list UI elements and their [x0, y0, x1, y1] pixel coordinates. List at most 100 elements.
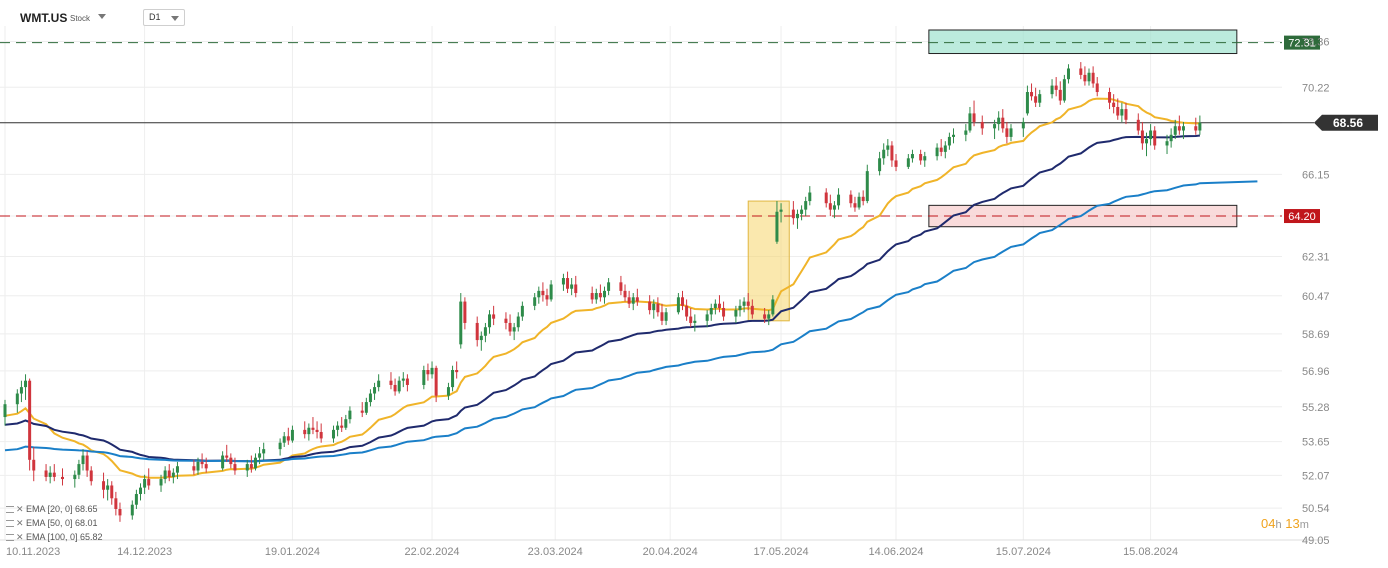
candle-body[interactable]	[861, 196, 865, 202]
candle-body[interactable]	[676, 297, 680, 313]
candle-body[interactable]	[520, 305, 524, 317]
candle-body[interactable]	[705, 314, 709, 321]
candle-body[interactable]	[426, 370, 430, 375]
candle-body[interactable]	[147, 479, 151, 486]
candle-body[interactable]	[364, 402, 368, 413]
symbol-dropdown-icon[interactable]	[98, 14, 106, 19]
candle-body[interactable]	[570, 284, 574, 289]
candle-body[interactable]	[1177, 126, 1181, 131]
candle-body[interactable]	[533, 297, 537, 306]
candle-body[interactable]	[627, 297, 631, 304]
legend-item[interactable]: ✕ EMA [20, 0] 68.65	[6, 502, 103, 516]
candle-body[interactable]	[459, 301, 463, 345]
candle-body[interactable]	[175, 466, 179, 473]
candle-body[interactable]	[286, 436, 290, 441]
candle-body[interactable]	[1021, 121, 1025, 129]
candle-body[interactable]	[882, 149, 886, 159]
candle-body[interactable]	[832, 205, 836, 210]
candle-body[interactable]	[1165, 141, 1169, 146]
candle-body[interactable]	[545, 295, 549, 300]
candle-body[interactable]	[89, 470, 93, 482]
price-zone[interactable]	[928, 29, 1238, 55]
candle-body[interactable]	[738, 305, 742, 311]
candle-body[interactable]	[771, 299, 775, 315]
candle-body[interactable]	[504, 318, 508, 323]
candle-body[interactable]	[516, 316, 520, 328]
candle-body[interactable]	[1050, 85, 1054, 95]
candle-body[interactable]	[225, 455, 229, 458]
candle-body[interactable]	[1124, 109, 1128, 120]
candle-body[interactable]	[3, 404, 7, 418]
candle-body[interactable]	[114, 498, 118, 509]
candle-body[interactable]	[709, 307, 713, 315]
candle-body[interactable]	[1030, 92, 1034, 97]
candle-body[interactable]	[1120, 109, 1124, 116]
candle-body[interactable]	[60, 476, 64, 480]
candle-body[interactable]	[134, 494, 138, 505]
candle-body[interactable]	[1108, 92, 1112, 103]
candle-body[interactable]	[791, 209, 795, 219]
candle-body[interactable]	[446, 387, 450, 396]
candle-body[interactable]	[488, 314, 492, 328]
candle-body[interactable]	[401, 378, 405, 381]
candle-body[interactable]	[102, 481, 106, 490]
candle-body[interactable]	[368, 393, 372, 403]
candle-body[interactable]	[894, 160, 898, 167]
candle-body[interactable]	[837, 194, 841, 206]
close-icon[interactable]: ✕	[16, 518, 24, 528]
candle-body[interactable]	[574, 284, 578, 294]
candle-body[interactable]	[130, 504, 134, 516]
candle-body[interactable]	[865, 171, 869, 202]
candle-body[interactable]	[795, 213, 799, 219]
candle-body[interactable]	[656, 303, 660, 313]
close-icon[interactable]: ✕	[16, 504, 24, 514]
candle-body[interactable]	[689, 316, 693, 323]
candle-body[interactable]	[886, 145, 890, 150]
candle-body[interactable]	[389, 380, 393, 385]
candle-body[interactable]	[693, 320, 697, 323]
candle-body[interactable]	[229, 457, 233, 465]
candle-body[interactable]	[1038, 94, 1042, 103]
candle-body[interactable]	[303, 429, 307, 435]
candle-body[interactable]	[935, 147, 939, 157]
candle-body[interactable]	[32, 459, 36, 471]
candle-body[interactable]	[1083, 74, 1087, 82]
candle-body[interactable]	[319, 432, 323, 439]
candle-body[interactable]	[360, 410, 364, 413]
candle-body[interactable]	[253, 457, 257, 469]
candle-body[interactable]	[1066, 68, 1070, 80]
candle-body[interactable]	[853, 203, 857, 208]
candle-body[interactable]	[258, 453, 262, 458]
candle-body[interactable]	[1173, 126, 1177, 135]
candle-body[interactable]	[648, 301, 652, 311]
candle-body[interactable]	[163, 470, 167, 480]
candle-body[interactable]	[923, 156, 927, 161]
candle-body[interactable]	[1054, 85, 1058, 90]
candle-body[interactable]	[681, 297, 685, 306]
candle-body[interactable]	[19, 387, 23, 394]
candle-body[interactable]	[537, 290, 541, 298]
close-icon[interactable]: ✕	[16, 532, 24, 542]
candle-body[interactable]	[451, 370, 455, 388]
candle-body[interactable]	[73, 474, 77, 480]
candle-body[interactable]	[340, 425, 344, 428]
candle-body[interactable]	[1181, 126, 1185, 131]
highlight-box[interactable]	[747, 200, 790, 322]
candle-body[interactable]	[910, 154, 914, 159]
ema-line[interactable]	[4, 180, 1258, 463]
candle-body[interactable]	[311, 427, 315, 430]
candle-body[interactable]	[1095, 83, 1099, 93]
candle-body[interactable]	[48, 472, 52, 477]
candle-body[interactable]	[993, 124, 997, 129]
candle-body[interactable]	[1140, 130, 1144, 144]
candle-body[interactable]	[878, 158, 882, 172]
candle-body[interactable]	[598, 293, 602, 298]
candle-body[interactable]	[800, 209, 804, 214]
candle-body[interactable]	[1169, 134, 1173, 142]
candle-body[interactable]	[430, 367, 434, 375]
candle-body[interactable]	[635, 297, 639, 302]
candle-body[interactable]	[947, 136, 951, 146]
candle-body[interactable]	[1079, 68, 1083, 75]
candle-body[interactable]	[919, 154, 923, 161]
